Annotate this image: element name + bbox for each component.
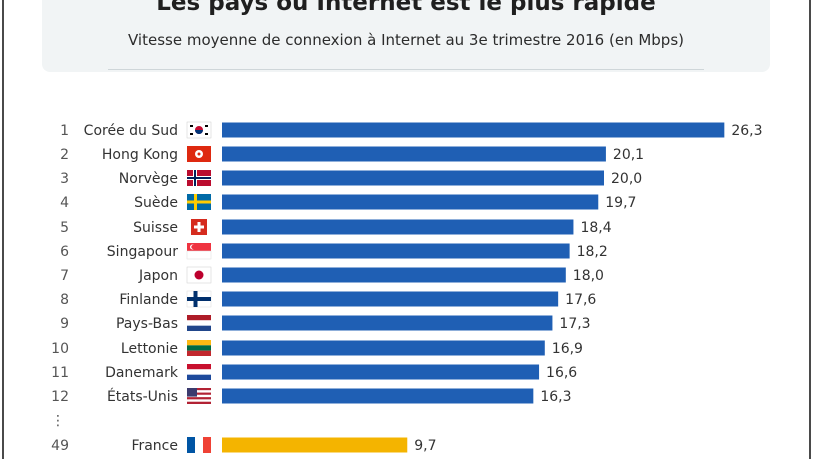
bar-row: 3 Norvège 20,0 (60, 170, 642, 187)
bar-row: 9 Pays-Bas 17,3 (60, 315, 591, 332)
bar (222, 170, 604, 186)
bar-row: 7 Japon 18,0 (60, 266, 604, 284)
bar-row: 1 Corée du Sud 26,3 (60, 121, 763, 139)
chart-title: Les pays où Internet est le plus rapide (156, 0, 656, 16)
country-label: États-Unis (107, 388, 178, 405)
rank-label: 12 (51, 389, 69, 405)
value-label: 17,3 (559, 316, 590, 332)
value-label: 18,4 (580, 220, 611, 236)
frame-left-border (2, 0, 4, 459)
rank-label: 1 (60, 123, 69, 139)
netherlands-flag-icon (187, 315, 211, 331)
rank-label: 4 (60, 195, 69, 211)
bar (222, 340, 545, 356)
rank-label: 11 (51, 365, 69, 381)
bar (222, 243, 570, 259)
value-label: 9,7 (414, 438, 436, 454)
country-label: Japon (138, 268, 178, 284)
value-label: 16,6 (546, 365, 577, 381)
rank-label: 8 (60, 292, 69, 308)
bar (222, 194, 599, 210)
rank-label: 10 (51, 341, 69, 357)
norway-flag-icon (187, 170, 211, 186)
bar-row: 49 France 9,7 (51, 437, 437, 454)
singapore-flag-icon (186, 243, 212, 260)
bar-row: 8 Finlande 17,6 (60, 290, 596, 308)
switzerland-flag-icon (191, 219, 207, 235)
value-label: 16,9 (552, 341, 583, 357)
value-label: 20,0 (611, 171, 642, 187)
country-label: Singapour (107, 244, 178, 260)
bar-row: 12 États-Unis 16,3 (51, 388, 572, 405)
bar (222, 122, 725, 138)
japan-flag-icon (186, 266, 212, 284)
value-label: 18,0 (573, 268, 604, 284)
country-label: Corée du Sud (84, 123, 178, 139)
bar (222, 437, 408, 453)
country-label: Suisse (133, 220, 178, 236)
united-states-flag-icon (187, 388, 211, 404)
bar (222, 267, 566, 283)
value-label: 16,3 (540, 389, 571, 405)
chart-subtitle: Vitesse moyenne de connexion à Internet … (128, 31, 684, 49)
finland-flag-icon (186, 290, 212, 308)
value-label: 20,1 (613, 147, 644, 163)
country-label: Pays-Bas (116, 316, 178, 332)
country-label: Suède (134, 195, 178, 211)
rank-label: 9 (60, 316, 69, 332)
bar (222, 146, 606, 162)
country-label: Danemark (105, 365, 179, 381)
frame-right-border (809, 0, 811, 459)
bar (222, 291, 559, 307)
rank-label: 6 (60, 244, 69, 260)
bar-row: 11 Danemark 16,6 (51, 364, 577, 381)
chart-header (42, 0, 770, 72)
bar-row: 10 Lettonie 16,9 (51, 340, 583, 357)
rank-label: 49 (51, 438, 69, 454)
rank-label: 3 (60, 171, 69, 187)
bar-row: 5 Suisse 18,4 (60, 219, 612, 236)
rank-label: 5 (60, 220, 69, 236)
ellipsis-marker: ⋮ (51, 413, 65, 429)
sweden-flag-icon (187, 194, 211, 210)
value-label: 19,7 (605, 195, 636, 211)
france-flag-icon (187, 437, 211, 453)
country-label: France (131, 438, 178, 454)
bar (222, 388, 534, 404)
bar (222, 315, 553, 331)
value-label: 26,3 (731, 123, 762, 139)
country-label: Hong Kong (102, 147, 178, 163)
rank-label: 7 (60, 268, 69, 284)
south-korea-flag-icon (186, 121, 212, 139)
country-label: Norvège (119, 171, 178, 187)
bar-row: 4 Suède 19,7 (60, 194, 636, 211)
bar-row: 2 Hong Kong 20,1 (60, 146, 644, 163)
value-label: 18,2 (577, 244, 608, 260)
denmark-flag-icon (187, 364, 211, 380)
hong-kong-flag-icon (187, 146, 211, 162)
bar (222, 219, 574, 235)
rank-label: 2 (60, 147, 69, 163)
value-label: 17,6 (565, 292, 596, 308)
latvia-flag-icon (187, 340, 211, 356)
country-label: Lettonie (121, 341, 178, 357)
bar (222, 364, 540, 380)
country-label: Finlande (119, 292, 178, 308)
header-divider (108, 69, 704, 70)
bar-row: 6 Singapour 18,2 (60, 243, 608, 260)
